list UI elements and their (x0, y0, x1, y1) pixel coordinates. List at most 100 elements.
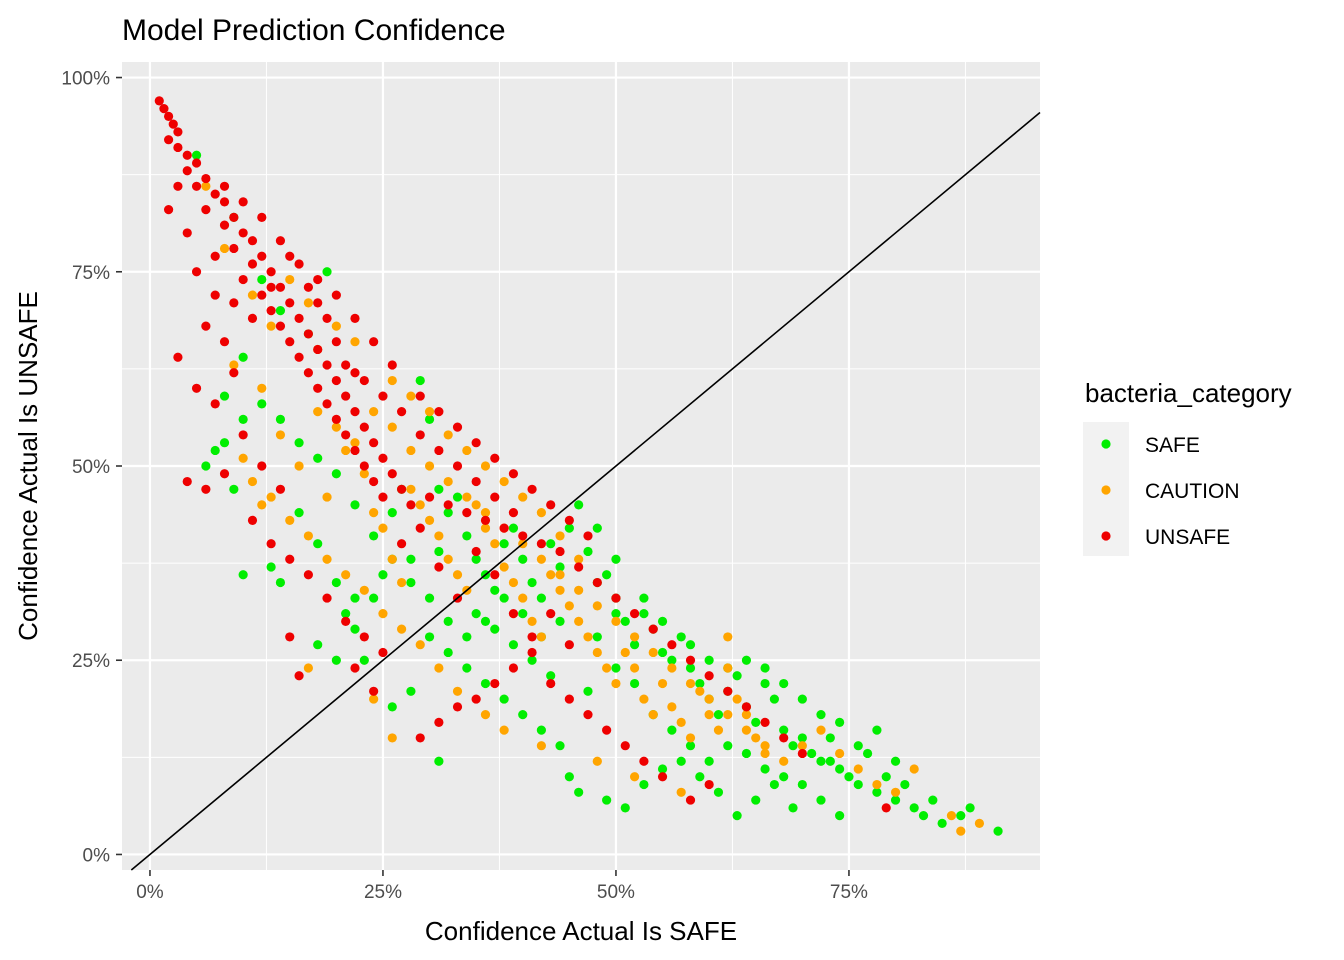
data-point (611, 616, 621, 626)
data-point (751, 795, 761, 805)
data-point (331, 414, 341, 424)
data-point (723, 632, 733, 642)
data-point (592, 523, 602, 533)
data-point (266, 492, 276, 502)
data-point (406, 445, 416, 456)
chart-title: Model Prediction Confidence (122, 14, 506, 47)
data-point (163, 111, 174, 121)
data-point (667, 655, 677, 665)
data-point (657, 772, 668, 782)
data-point (629, 678, 640, 689)
data-point (527, 484, 537, 494)
data-point (350, 663, 360, 673)
data-point (648, 710, 658, 720)
data-point (592, 632, 602, 642)
data-point (350, 593, 360, 603)
data-point (490, 585, 500, 595)
data-point (285, 251, 295, 261)
data-point (751, 733, 761, 743)
data-point (443, 616, 453, 626)
data-point (313, 344, 323, 355)
data-point (797, 694, 807, 704)
data-point (266, 539, 276, 549)
legend-label-unsafe: UNSAFE (1145, 526, 1230, 549)
data-point (434, 484, 444, 494)
data-point (741, 655, 752, 665)
data-point (462, 445, 472, 456)
data-point (322, 399, 332, 409)
data-point (490, 492, 500, 502)
data-point (341, 616, 351, 626)
data-point (266, 282, 276, 292)
data-point (844, 772, 854, 782)
data-point (341, 609, 351, 619)
data-point (350, 407, 360, 417)
data-point (257, 461, 267, 471)
data-point (480, 678, 491, 689)
data-point (275, 306, 286, 316)
data-point (424, 407, 435, 417)
data-point (434, 756, 444, 766)
data-point (611, 663, 621, 673)
data-point (518, 531, 528, 541)
data-point (639, 609, 649, 619)
data-point (872, 725, 882, 735)
data-point (574, 500, 584, 510)
data-point (695, 772, 705, 782)
data-point (322, 492, 332, 502)
data-point (424, 632, 435, 642)
data-point (583, 632, 593, 642)
data-point (331, 337, 341, 347)
data-point (303, 663, 313, 673)
legend-label-caution: CAUTION (1145, 480, 1240, 503)
data-point (238, 197, 248, 207)
data-point (462, 492, 472, 502)
data-point (462, 531, 472, 541)
data-point (471, 500, 481, 510)
data-point (424, 414, 435, 424)
data-point (816, 725, 826, 735)
data-point (369, 593, 379, 603)
data-point (247, 259, 258, 269)
data-point (685, 733, 696, 743)
data-point (201, 321, 211, 331)
data-point (704, 655, 714, 665)
data-point (238, 228, 248, 238)
data-point (266, 306, 276, 316)
data-point (797, 748, 807, 759)
data-point (238, 570, 248, 580)
data-point (639, 593, 649, 603)
data-point (574, 554, 584, 564)
data-point (611, 609, 621, 619)
data-point (629, 772, 640, 782)
data-point (536, 593, 546, 603)
data-point (760, 717, 770, 727)
data-point (434, 445, 444, 456)
data-point (257, 251, 267, 261)
data-point (723, 663, 733, 673)
data-point (387, 554, 397, 564)
data-point (350, 438, 360, 448)
data-point (909, 803, 919, 813)
data-point (620, 647, 630, 658)
data-point (574, 616, 584, 626)
data-point (443, 500, 453, 510)
legend-items: SAFE CAUTION UNSAFE (1101, 434, 1240, 549)
data-point (191, 158, 202, 168)
data-point (480, 515, 491, 525)
data-point (518, 710, 528, 720)
data-point (396, 407, 407, 417)
data-point (508, 640, 519, 650)
data-point (229, 360, 239, 370)
data-point (369, 686, 379, 696)
data-point (546, 678, 556, 689)
x-axis: 0% 25% 50% 75% (136, 870, 868, 903)
data-point (685, 741, 696, 751)
data-point (555, 546, 565, 557)
data-point (629, 640, 640, 650)
data-point (359, 375, 369, 386)
x-tick-label: 25% (364, 882, 402, 903)
data-point (592, 601, 602, 611)
data-point (797, 733, 807, 743)
data-point (611, 593, 621, 603)
